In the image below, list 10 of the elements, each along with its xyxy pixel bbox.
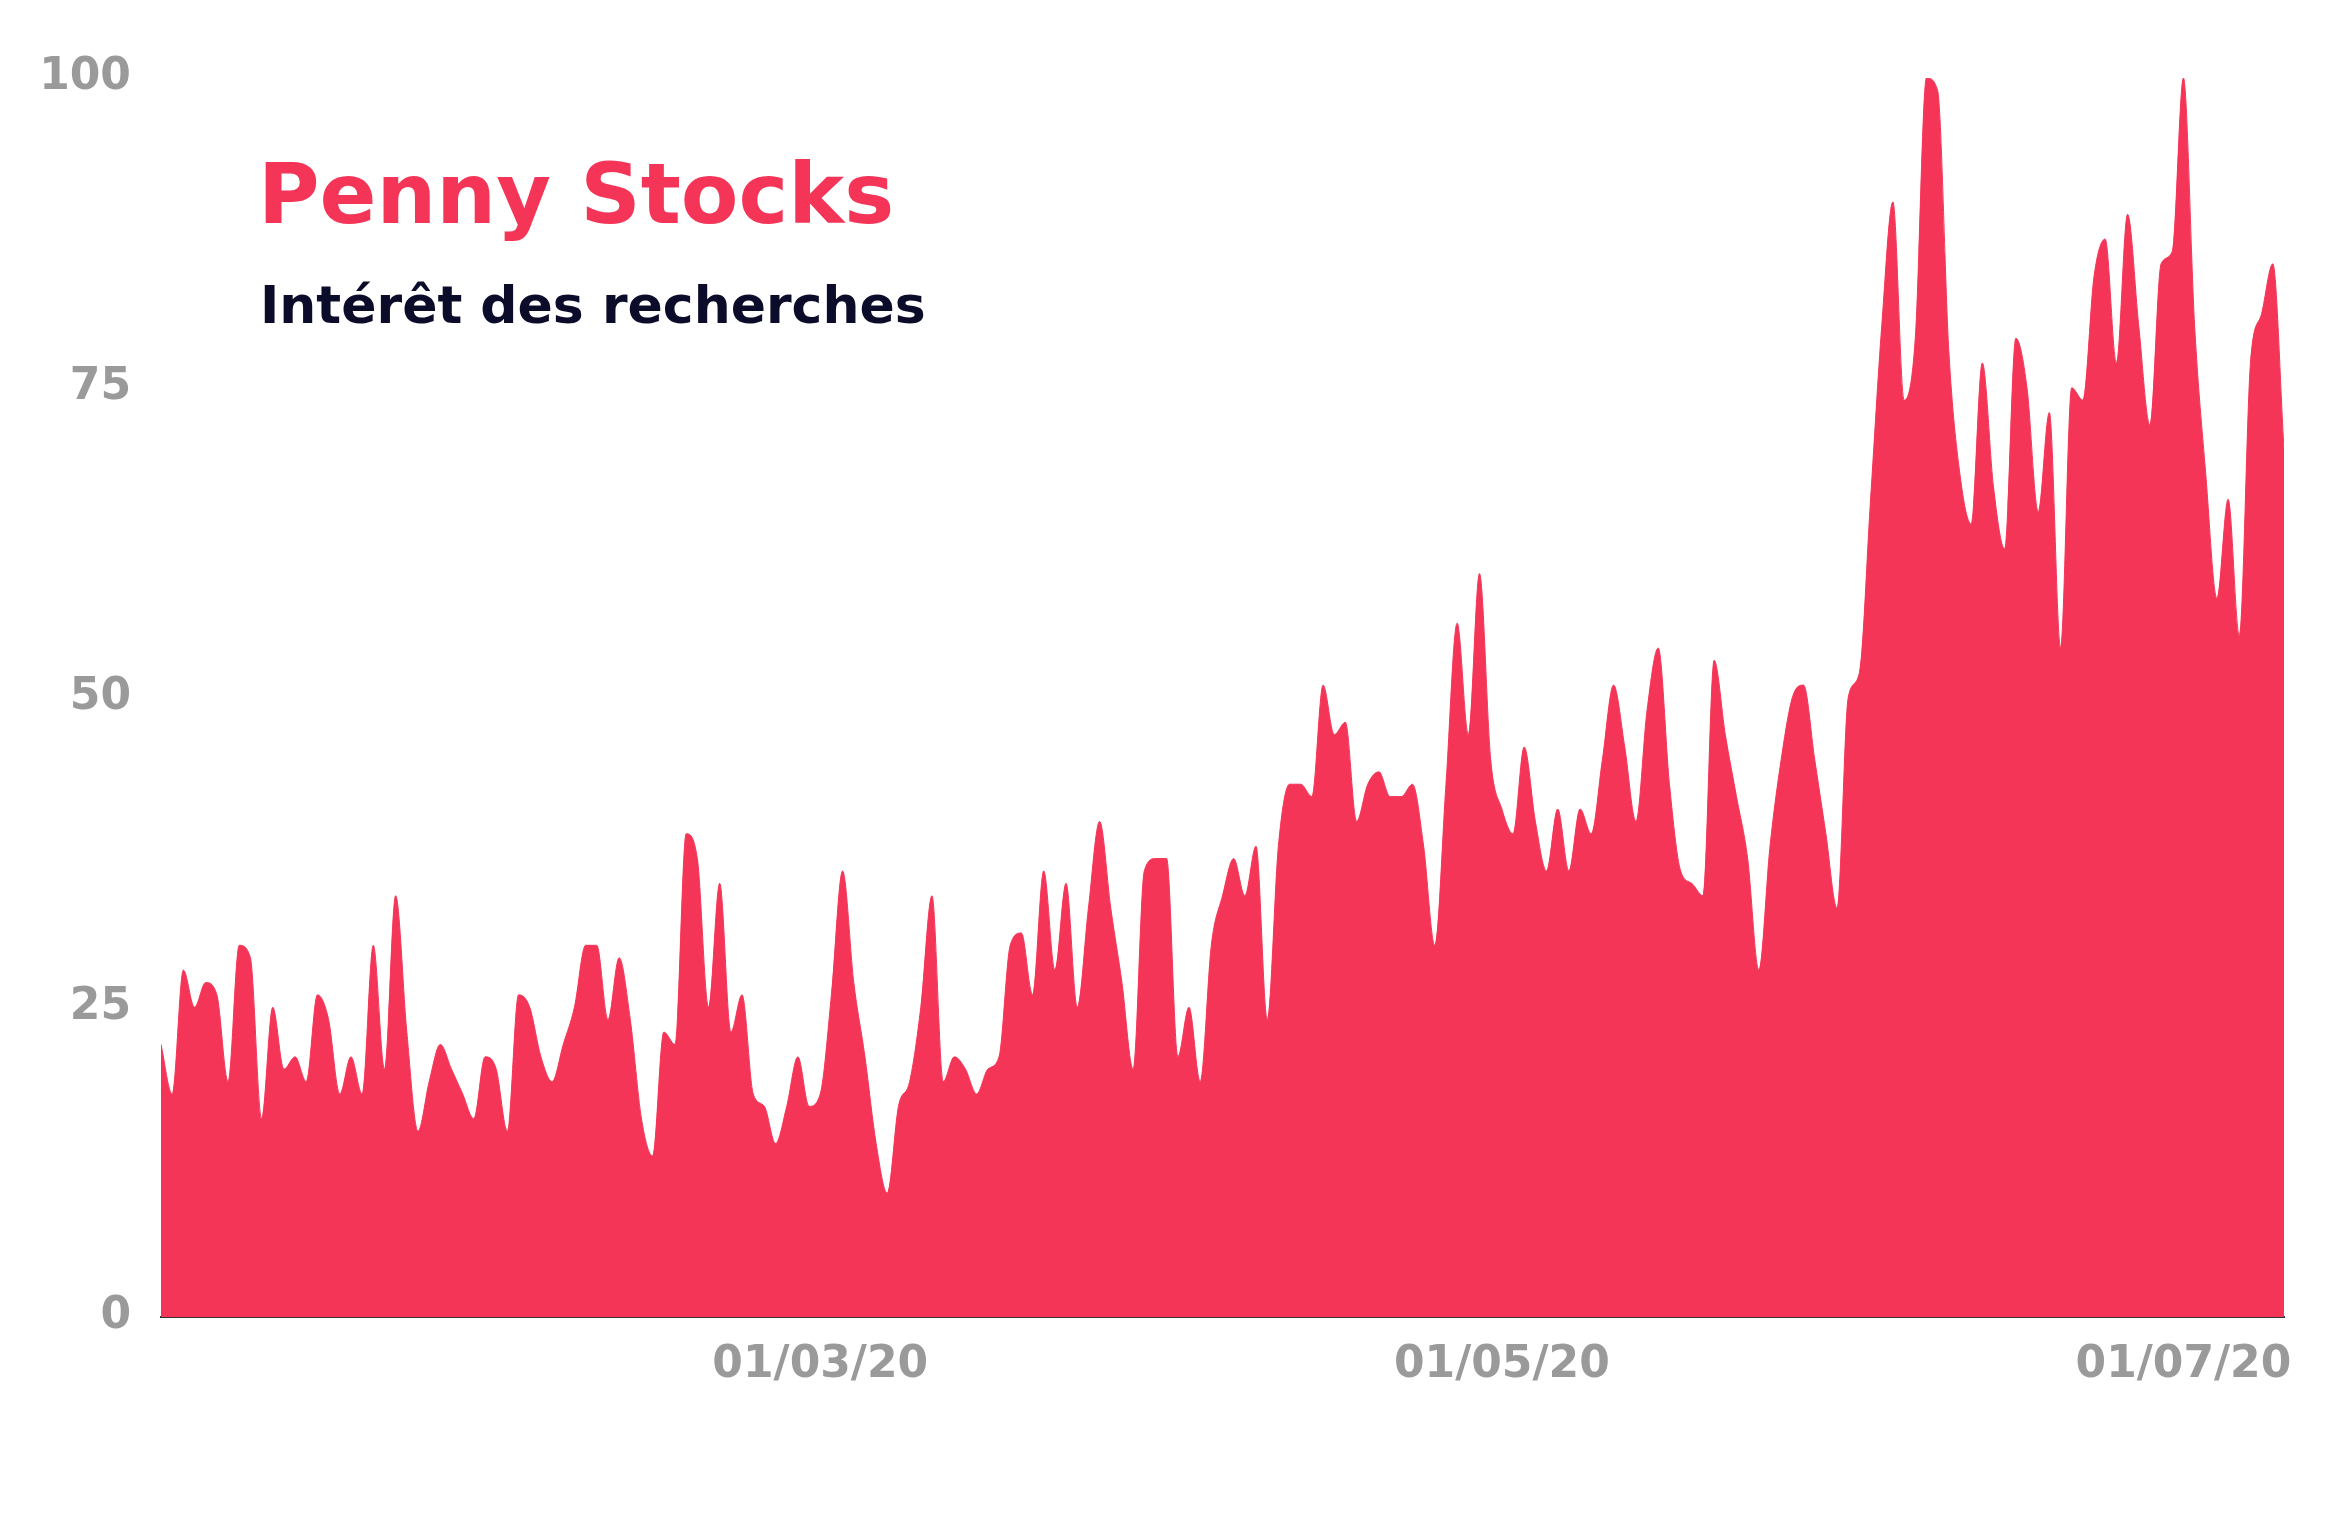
y-tick-label: 25 <box>69 977 131 1029</box>
y-tick-label: 50 <box>69 667 131 719</box>
y-tick-label: 75 <box>69 358 131 410</box>
x-tick-label: 01/03/20 <box>712 1335 929 1387</box>
y-tick-label: 100 <box>39 48 131 100</box>
y-tick-label: 0 <box>100 1287 131 1339</box>
x-tick-label: 01/07/20 <box>2075 1335 2292 1387</box>
x-tick-label: 01/05/20 <box>1393 1335 1610 1387</box>
text: Penny Stocks <box>258 145 895 243</box>
text: Intérêt des recherches <box>260 275 926 335</box>
